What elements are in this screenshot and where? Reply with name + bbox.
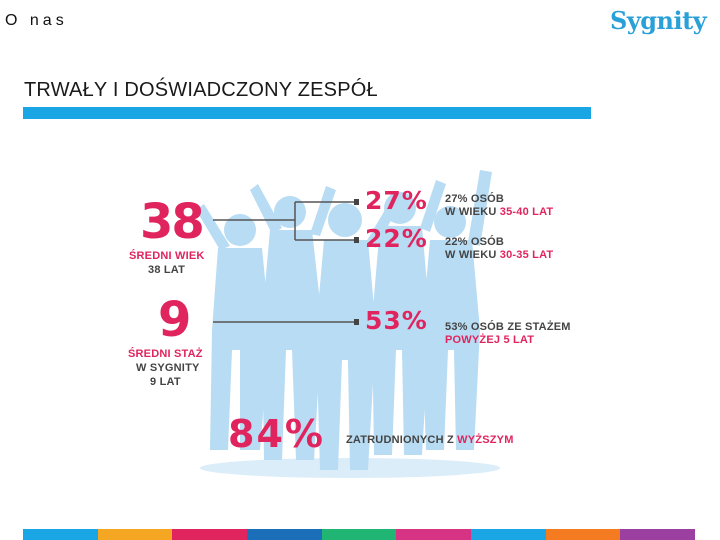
footer-color-bar bbox=[23, 529, 696, 540]
footer-segment bbox=[23, 529, 98, 540]
higher-education-label: ZATRUDNIONYCH Z WYŻSZYM bbox=[346, 434, 514, 446]
age-group-1-percent: 27% bbox=[365, 186, 428, 215]
team-infographic: 38 ŚREDNI WIEK 38 LAT 27% 27% OSÓB W WIE… bbox=[100, 150, 620, 490]
age-group-1-line1: 27% OSÓB bbox=[445, 193, 505, 205]
tenure-group-percent: 53% bbox=[365, 306, 428, 335]
average-tenure-label: ŚREDNI STAŻ bbox=[128, 348, 203, 360]
age-group-2-percent: 22% bbox=[365, 224, 428, 253]
section-title: TRWAŁY I DOŚWIADCZONY ZESPÓŁ bbox=[24, 79, 378, 101]
connector-lines bbox=[213, 199, 359, 325]
footer-segment bbox=[321, 529, 397, 540]
title-underline-bar bbox=[23, 107, 591, 119]
average-age-sublabel: 38 LAT bbox=[148, 264, 186, 276]
footer-segment bbox=[97, 529, 173, 540]
footer-segment bbox=[172, 529, 248, 540]
age-group-2-line1: 22% OSÓB bbox=[445, 236, 505, 248]
average-tenure-company: W SYGNITY bbox=[136, 362, 200, 374]
tenure-group-line2: POWYŻEJ 5 LAT bbox=[445, 334, 535, 346]
footer-segment bbox=[620, 529, 696, 540]
age-group-1-line2: W WIEKU 35-40 LAT bbox=[445, 206, 554, 218]
footer-segment bbox=[471, 529, 546, 540]
footer-segment bbox=[396, 529, 472, 540]
age-group-2-line2: W WIEKU 30-35 LAT bbox=[445, 249, 554, 261]
average-tenure-sublabel: 9 LAT bbox=[150, 376, 181, 388]
average-tenure-value: 9 bbox=[158, 292, 192, 348]
tenure-group-line1: 53% OSÓB ZE STAŻEM bbox=[445, 321, 571, 333]
higher-education-percent: 84% bbox=[228, 412, 325, 456]
footer-segment bbox=[247, 529, 322, 540]
footer-segment bbox=[545, 529, 621, 540]
page-header-title: O nas bbox=[5, 12, 68, 29]
average-age-value: 38 bbox=[140, 194, 205, 250]
sygnity-logo: Sygnity bbox=[610, 6, 707, 35]
people-silhouettes-illustration bbox=[196, 170, 500, 478]
average-age-label: ŚREDNI WIEK bbox=[129, 250, 205, 262]
